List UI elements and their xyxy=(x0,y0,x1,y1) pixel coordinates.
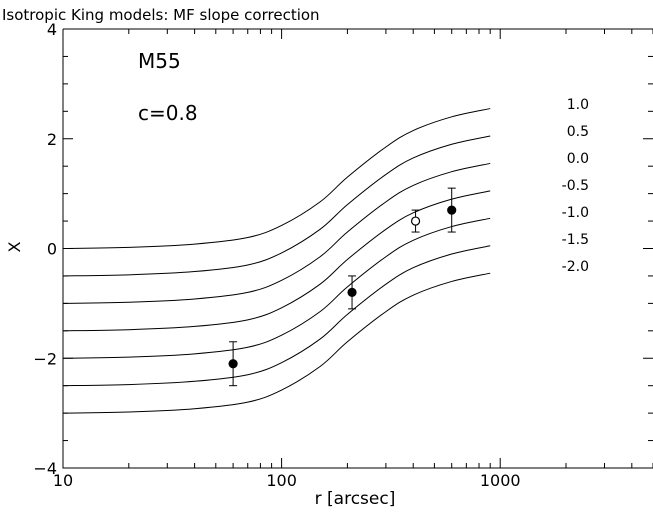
x-axis-label: r [arcsec] xyxy=(315,489,396,509)
curve-label: 0.0 xyxy=(567,151,589,167)
x-tick-label: 1000 xyxy=(480,471,521,490)
plot-frame xyxy=(62,28,653,469)
plot-area: 4 2 0 −2 −410 100 1000 1.0 0.5 0.0 -0.5 -1.0 -1.5 -2.… xyxy=(33,20,653,490)
x-tick-label: 100 xyxy=(266,471,297,490)
y-tick-label: −2 xyxy=(33,349,57,368)
y-tick-label: 0 xyxy=(47,240,57,259)
y-tick-label: 4 xyxy=(47,20,57,39)
model-curve xyxy=(62,245,491,387)
data-point-filled xyxy=(447,205,457,215)
annotation-cluster: M55 xyxy=(138,49,181,73)
y-tick-label: −4 xyxy=(33,459,57,478)
model-curve xyxy=(62,135,491,277)
data-point-open xyxy=(410,216,421,226)
model-curve xyxy=(62,217,491,359)
model-curve xyxy=(62,108,491,249)
x-tick-label: 10 xyxy=(53,471,73,490)
y-tick-label: 2 xyxy=(47,130,57,149)
annotation-concentration: c=0.8 xyxy=(138,101,198,125)
curve-label: 0.5 xyxy=(567,124,589,140)
curve-label: -2.0 xyxy=(562,259,589,275)
model-curve xyxy=(62,162,491,304)
data-point-filled xyxy=(347,287,357,297)
model-curve xyxy=(62,272,491,414)
curve-label: -0.5 xyxy=(562,178,589,194)
curve-label: -1.5 xyxy=(562,232,589,248)
chart-title: Isotropic King models: MF slope correcti… xyxy=(2,6,320,24)
curve-label: -1.0 xyxy=(562,205,589,221)
y-axis-label: X xyxy=(5,241,24,252)
model-curve xyxy=(62,190,491,332)
data-point-filled xyxy=(228,359,238,369)
curve-label: 1.0 xyxy=(567,97,589,113)
